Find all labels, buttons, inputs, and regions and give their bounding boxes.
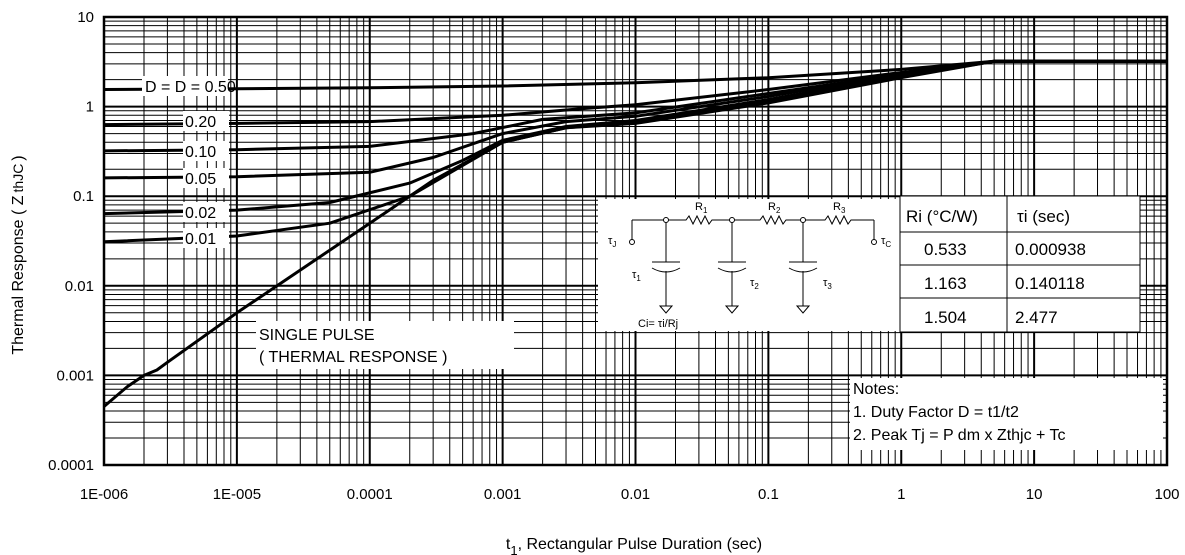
table-cell: 1.504	[924, 308, 967, 327]
table-cell: 0.140118	[1015, 274, 1085, 293]
note-1: 1. Duty Factor D = t1/t2	[853, 404, 1019, 421]
notes-title: Notes:	[853, 381, 899, 398]
curve-label-d001: 0.01	[185, 231, 216, 248]
tau-label-3: τ3	[823, 277, 832, 291]
curve-labels: D = D = 0.50 0.20 0.10 0.05 0.02 0.01	[142, 76, 236, 248]
y-tick-label: 0.001	[56, 367, 94, 384]
table-cell: 0.533	[924, 240, 967, 259]
table-cell: 0.000938	[1015, 240, 1086, 259]
x-tick-label: 100	[1154, 486, 1179, 503]
series-line	[103, 59, 1167, 408]
x-tick-label: 1E-005	[213, 486, 261, 503]
y-axis-label: Thermal Response ( ZthJC)	[10, 155, 27, 354]
tau-label-1: τ1	[632, 269, 641, 283]
x-tick-label: 1	[897, 486, 905, 503]
curve-label-d020: 0.20	[185, 114, 216, 131]
tick-labels: 1E-006 1E-005 0.0001 0.001 0.01 0.1 1 10 100 0.00…	[48, 9, 1179, 503]
y-tick-label: 10	[77, 9, 94, 26]
y-tick-label: 0.0001	[48, 457, 94, 474]
y-tick-label: 1	[86, 99, 94, 116]
single-pulse-sublabel: ( THERMAL RESPONSE )	[259, 349, 447, 366]
table-header-ri: Ri (°C/W)	[906, 207, 978, 226]
note-2: 2. Peak Tj = P dm x Zthjc + Tc	[853, 427, 1066, 444]
notes-box: Notes: 1. Duty Factor D = t1/t2 2. Peak …	[850, 378, 1163, 450]
x-tick-label: 0.01	[621, 486, 650, 503]
resistor-label-3: R3	[833, 201, 846, 215]
node-label-j: τJ	[608, 235, 616, 249]
curve-label-d010: 0.10	[185, 144, 216, 161]
curve-label-d005: 0.05	[185, 171, 216, 188]
resistor-label-1: R1	[695, 201, 708, 215]
table-cell: 2.477	[1015, 308, 1058, 327]
x-axis-label: t1, Rectangular Pulse Duration (sec)	[506, 536, 762, 555]
table-cell: 1.163	[924, 274, 967, 293]
x-tick-label: 0.0001	[347, 486, 393, 503]
x-tick-label: 10	[1026, 486, 1043, 503]
single-pulse-label: SINGLE PULSE	[259, 327, 375, 344]
tau-label-2: τ2	[750, 277, 759, 291]
y-tick-label: 0.01	[65, 278, 94, 295]
rc-table: Ri (°C/W) τi (sec) 0.533 0.000938 1.163 …	[899, 195, 1141, 333]
capacitance-formula: Ci= τi/Rj	[638, 318, 678, 330]
x-tick-label: 0.001	[484, 486, 522, 503]
curves	[103, 59, 1167, 408]
x-tick-label: 0.1	[758, 486, 779, 503]
rc-circuit-inset	[598, 199, 900, 331]
table-header-taui: τi (sec)	[1017, 207, 1070, 226]
rc-circuit-labels: R1 R2 R3 τJ τC τ1 τ2 τ3 Ci= τi/Rj	[608, 201, 891, 330]
plot-frame	[102, 15, 1169, 467]
node-label-c: τC	[881, 235, 891, 249]
curve-label-d002: 0.02	[185, 205, 216, 222]
curve-label-d050: D = D = 0.50	[145, 79, 236, 96]
resistor-label-2: R2	[768, 201, 781, 215]
x-tick-label: 1E-006	[80, 486, 128, 503]
y-tick-label: 0.1	[73, 188, 94, 205]
